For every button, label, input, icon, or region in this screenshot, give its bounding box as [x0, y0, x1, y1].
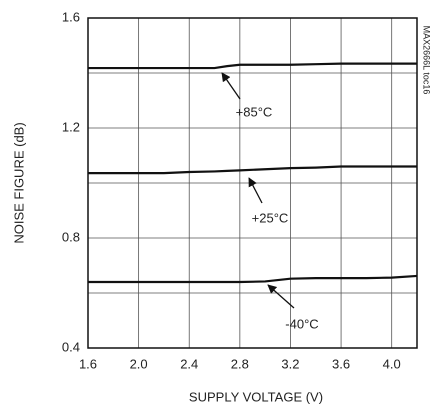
series-line [88, 274, 418, 284]
plot-frame [87, 17, 418, 349]
y-tick-label: 0.8 [62, 229, 80, 244]
x-axis-label: SUPPLY VOLTAGE (V) [189, 389, 323, 404]
x-tick-label: 2.4 [180, 356, 198, 371]
y-tick-label: 1.6 [62, 9, 80, 24]
x-tick-label: 2.8 [231, 356, 249, 371]
x-tick-label: 4.0 [383, 356, 401, 371]
x-tick-label: 3.6 [332, 356, 350, 371]
y-tick-label: 1.2 [62, 119, 80, 134]
annotation-arrow [248, 177, 263, 204]
series-label: +25°C [252, 210, 289, 225]
y-tick-label: 0.4 [62, 339, 80, 354]
y-axis-label: NOISE FIGURE (dB) [11, 122, 26, 243]
series-label: +85°C [236, 104, 273, 119]
annotation-arrow [221, 72, 241, 100]
x-tick-label: 3.2 [281, 356, 299, 371]
side-note: MAX2666L toc16 [422, 26, 432, 95]
series-line [88, 165, 417, 175]
series-line [88, 62, 417, 70]
x-tick-label: 2.0 [130, 356, 148, 371]
x-tick-label: 1.6 [79, 356, 97, 371]
annotation-arrow [267, 284, 295, 309]
series-label: -40°C [285, 316, 318, 331]
